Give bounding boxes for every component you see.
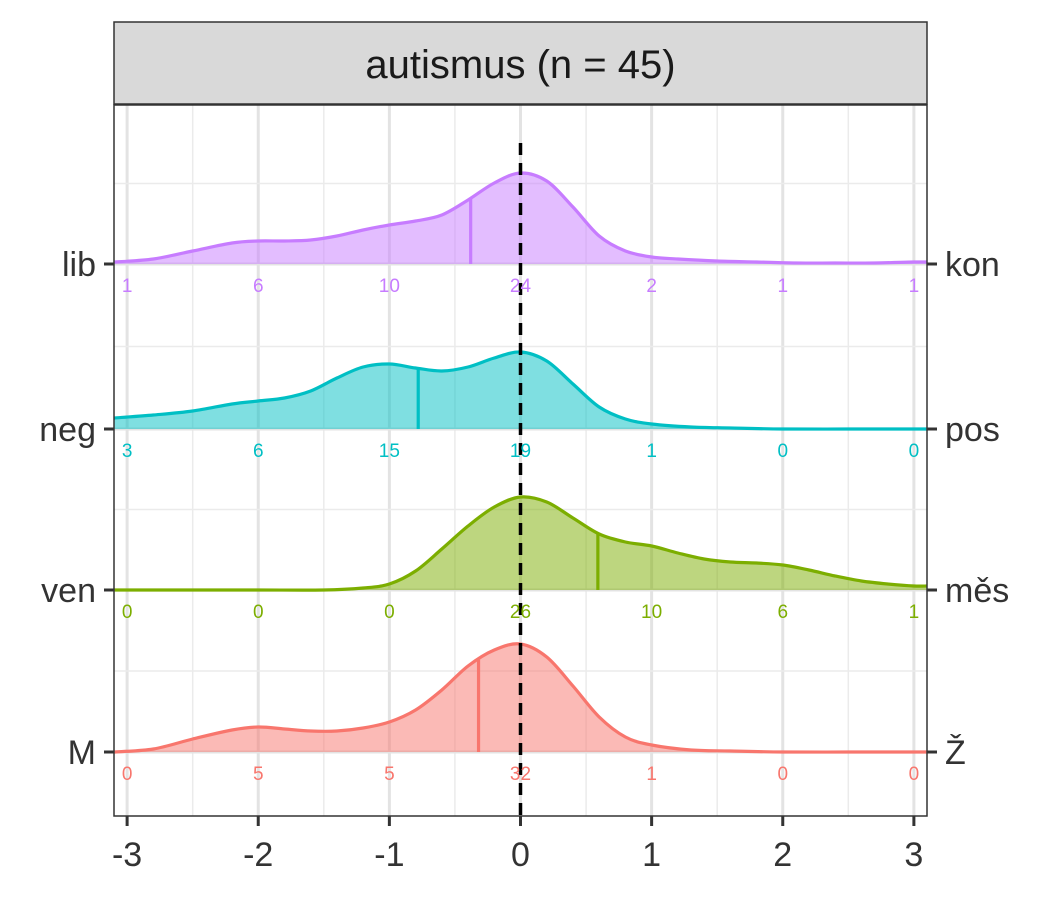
count-label: 5 xyxy=(384,764,395,785)
count-label: 10 xyxy=(379,276,400,297)
x-tick-label: -3 xyxy=(112,836,142,874)
x-tick-label: -1 xyxy=(374,836,404,874)
count-label: 6 xyxy=(777,602,788,623)
count-label: 0 xyxy=(909,764,920,785)
y-label-left: M xyxy=(68,734,96,772)
count-label: 26 xyxy=(510,602,531,623)
count-labels: 1 6 10 24 2 1 13 6 15 19 1 0 00 0 0 26 10 6 10 5 5 32 1 0 0 xyxy=(122,276,919,785)
facet-title: autismus (n = 45) xyxy=(365,43,675,87)
count-label: 32 xyxy=(510,764,531,785)
count-label: 3 xyxy=(122,441,133,462)
y-label-left: ven xyxy=(41,572,96,610)
count-label: 1 xyxy=(777,276,788,297)
count-label: 24 xyxy=(510,276,532,297)
count-label: 1 xyxy=(122,276,133,297)
count-label: 0 xyxy=(777,441,788,462)
count-label: 5 xyxy=(253,764,264,785)
count-label: 1 xyxy=(646,764,657,785)
ridge-area-lib xyxy=(114,172,927,264)
count-label: 0 xyxy=(909,441,920,462)
x-axis: -3 -2 -1 0 1 2 3 xyxy=(112,816,923,874)
count-label: 1 xyxy=(909,602,920,623)
count-label: 1 xyxy=(909,276,920,297)
y-label-left: lib xyxy=(62,246,96,284)
count-label: 19 xyxy=(510,441,531,462)
count-label: 0 xyxy=(122,764,133,785)
count-label: 15 xyxy=(379,441,400,462)
facet-strip xyxy=(113,21,928,105)
y-label-right: měs xyxy=(945,572,1009,610)
x-tick-label: 1 xyxy=(642,836,661,874)
x-tick-label: 3 xyxy=(904,836,923,874)
y-label-left: neg xyxy=(39,411,96,449)
x-tick-label: 0 xyxy=(511,836,530,874)
ridge-line-M xyxy=(113,642,927,754)
ridge-line-neg xyxy=(113,350,927,431)
count-label: 0 xyxy=(122,602,133,623)
count-label: 6 xyxy=(253,441,264,462)
y-label-right: kon xyxy=(945,246,1000,284)
ridge-line-lib xyxy=(113,171,928,265)
y-axis-right: kon pos měs Ž xyxy=(927,246,1009,772)
count-label: 0 xyxy=(253,602,264,623)
x-tick-label: -2 xyxy=(243,836,273,874)
y-axis-left: lib neg ven M xyxy=(39,246,114,772)
count-label: 0 xyxy=(777,764,788,785)
y-label-right: Ž xyxy=(945,734,966,772)
count-label: 10 xyxy=(641,602,662,623)
x-tick-label: 2 xyxy=(773,836,792,874)
ridge-area-M xyxy=(114,643,927,753)
count-label: 2 xyxy=(646,276,657,297)
count-label: 6 xyxy=(253,276,264,297)
count-label: 1 xyxy=(646,441,657,462)
count-label: 0 xyxy=(384,602,395,623)
ridge-line-ven xyxy=(114,495,928,592)
y-label-right: pos xyxy=(945,411,1000,449)
